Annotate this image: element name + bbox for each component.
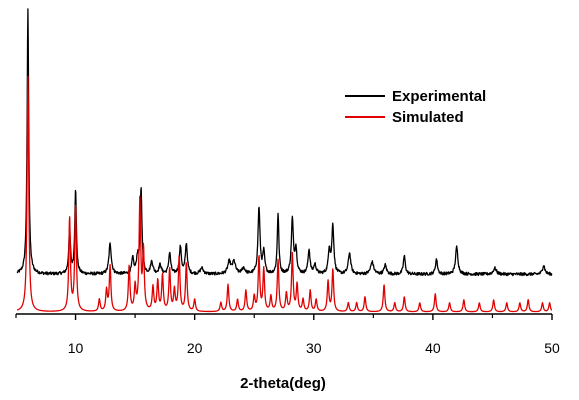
x-tick-label: 10 [68, 340, 84, 356]
legend: Experimental Simulated [345, 88, 486, 126]
x-tick-label: 50 [544, 340, 560, 356]
x-tick-label: 40 [425, 340, 441, 356]
series-line-simulated [16, 75, 553, 313]
x-tick-label: 20 [187, 340, 203, 356]
legend-label-experimental: Experimental [392, 88, 486, 105]
x-axis-title: 2-theta(deg) [240, 375, 326, 392]
series-layer [16, 8, 553, 313]
x-ticks: 10 20 30 40 50 [15, 314, 560, 356]
x-tick-label: 30 [306, 340, 322, 356]
series-line-experimental [16, 8, 553, 277]
legend-label-simulated: Simulated [392, 109, 464, 126]
